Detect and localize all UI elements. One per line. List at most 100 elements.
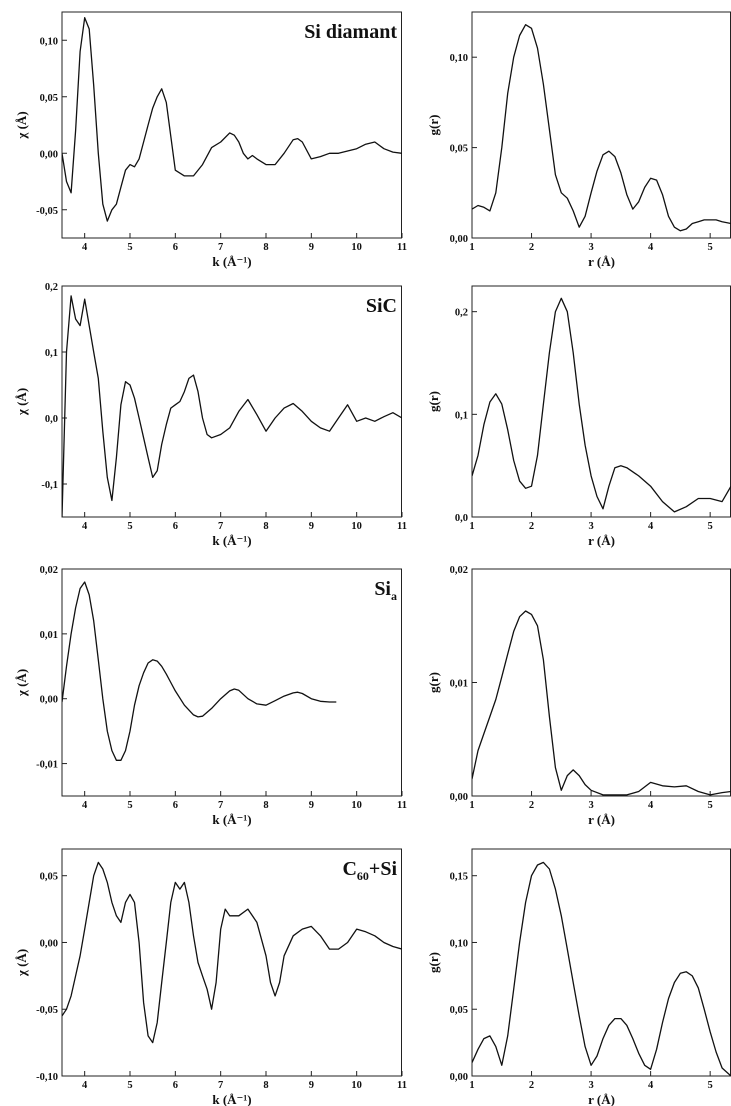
panel-title-subscript: a	[391, 589, 397, 603]
y-tick-label: -0,05	[36, 1005, 58, 1016]
panel-title-subscript: 60	[357, 869, 369, 883]
y-axis-label: g(r)	[426, 115, 441, 136]
x-tick-label: 3	[588, 800, 593, 811]
x-tick-label: 1	[469, 800, 474, 811]
series-line	[62, 295, 402, 517]
titles-layer: Si diamant SiC Sia C60+Si	[304, 21, 397, 883]
series-line	[472, 24, 731, 232]
y-tick-label: 0,10	[450, 53, 468, 64]
panel-title-main: C	[342, 858, 356, 880]
x-tick-label: 5	[708, 521, 713, 532]
x-tick-label: 4	[82, 800, 88, 811]
x-tick-label: 8	[263, 521, 268, 532]
y-tick-label: 0,00	[450, 792, 468, 803]
y-tick-label: 0,05	[450, 144, 468, 155]
y-tick-label: 0,05	[40, 872, 58, 883]
y-tick-label: 0,00	[450, 1072, 468, 1083]
x-tick-label: 7	[218, 1080, 223, 1091]
y-tick-label: 0,02	[40, 565, 58, 576]
x-tick-label: 3	[588, 242, 593, 253]
plot-frame	[471, 285, 731, 518]
panel-title: SiC	[366, 295, 397, 317]
x-tick-label: 7	[218, 521, 223, 532]
x-tick-label: 2	[529, 521, 534, 532]
y-tick-label: 0,2	[45, 282, 58, 293]
y-tick-label: -0,05	[36, 206, 58, 217]
y-tick-label: 0,00	[40, 938, 58, 949]
panel-title: Sia	[374, 578, 397, 603]
panel-title-main: SiC	[366, 295, 397, 317]
y-tick-label: -0,01	[36, 760, 58, 771]
plot-frame	[61, 568, 402, 797]
x-tick-label: 7	[218, 800, 223, 811]
chart-panel-1: 4 5 6 7 8 9 10 11 -0,05 0,00 0,05 0,10 k (Å⁻¹) χ (Å)	[14, 11, 407, 269]
y-tick-label: 0,00	[450, 234, 468, 245]
x-tick-label: 3	[588, 1080, 593, 1091]
y-axis-label: χ (Å)	[14, 949, 29, 977]
y-axis-label: χ (Å)	[14, 388, 29, 416]
y-tick-label: 0,1	[455, 410, 468, 421]
x-tick-label: 8	[263, 800, 268, 811]
x-tick-label: 9	[309, 242, 314, 253]
series-line	[62, 861, 402, 1044]
chart-panel-4: 1 2 3 4 5 0,0 0,1 0,2 r (Å) g(r)	[426, 285, 731, 548]
plot-frame	[471, 11, 731, 239]
y-tick-label: 0,05	[450, 1005, 468, 1016]
y-tick-label: 0,10	[450, 938, 468, 949]
y-axis-label: g(r)	[426, 952, 441, 973]
panel-title: Si diamant	[304, 21, 397, 43]
x-tick-label: 10	[351, 800, 362, 811]
x-tick-label: 5	[708, 242, 713, 253]
y-tick-label: 0,10	[40, 36, 58, 47]
y-tick-label: 0,0	[45, 414, 58, 425]
x-tick-label: 2	[529, 1080, 534, 1091]
y-tick-label: 0,2	[455, 308, 468, 319]
panel-title-suffix: +Si	[369, 858, 398, 880]
x-tick-label: 4	[82, 521, 88, 532]
y-axis-label: χ (Å)	[14, 669, 29, 697]
plot-frame	[61, 285, 402, 518]
y-tick-label: 0,15	[450, 872, 468, 883]
y-tick-label: 0,05	[40, 93, 58, 104]
x-tick-label: 11	[397, 1080, 407, 1091]
chart-panel-2: 1 2 3 4 5 0,00 0,05 0,10 r (Å) g(r)	[426, 11, 731, 269]
y-tick-label: 0,01	[450, 679, 468, 690]
y-tick-label: 0,01	[40, 630, 58, 641]
x-tick-label: 9	[309, 521, 314, 532]
x-axis-label: k (Å⁻¹)	[212, 254, 251, 269]
chart-panel-8: 1 2 3 4 5 0,00 0,05 0,10 0,15 r (Å) g(r)	[426, 848, 731, 1106]
x-tick-label: 10	[351, 1080, 362, 1091]
x-tick-label: 10	[351, 521, 362, 532]
panel-title-main: Si diamant	[304, 21, 397, 43]
x-axis-label: r (Å)	[588, 254, 615, 269]
y-tick-label: 0,00	[40, 149, 58, 160]
plot-frame	[61, 11, 402, 239]
x-tick-label: 6	[173, 1080, 178, 1091]
x-tick-label: 1	[469, 1080, 474, 1091]
series-line	[472, 610, 731, 796]
x-tick-label: 9	[309, 800, 314, 811]
x-tick-label: 4	[648, 521, 654, 532]
x-tick-label: 8	[263, 242, 268, 253]
x-tick-label: 6	[173, 242, 178, 253]
x-tick-label: 4	[648, 242, 654, 253]
chart-panel-3: 4 5 6 7 8 9 10 11 -0,1 0,0 0,1 0,2 k (Å⁻¹) χ (Å)	[14, 282, 407, 548]
y-tick-label: 0,02	[450, 565, 468, 576]
x-axis-label: r (Å)	[588, 1092, 615, 1106]
x-tick-label: 7	[218, 242, 223, 253]
y-tick-label: 0,1	[45, 348, 58, 359]
x-tick-label: 6	[173, 800, 178, 811]
x-axis-label: k (Å⁻¹)	[212, 812, 251, 827]
plot-frame	[61, 848, 402, 1077]
x-tick-label: 11	[397, 242, 407, 253]
x-axis-label: r (Å)	[588, 533, 615, 548]
series-line	[472, 297, 731, 513]
x-tick-label: 10	[351, 242, 362, 253]
x-tick-label: 4	[648, 1080, 654, 1091]
x-tick-label: 8	[263, 1080, 268, 1091]
y-tick-label: -0,10	[36, 1072, 58, 1083]
x-axis-label: k (Å⁻¹)	[212, 1092, 251, 1106]
panel-title: C60+Si	[342, 858, 397, 883]
x-tick-label: 5	[127, 521, 132, 532]
